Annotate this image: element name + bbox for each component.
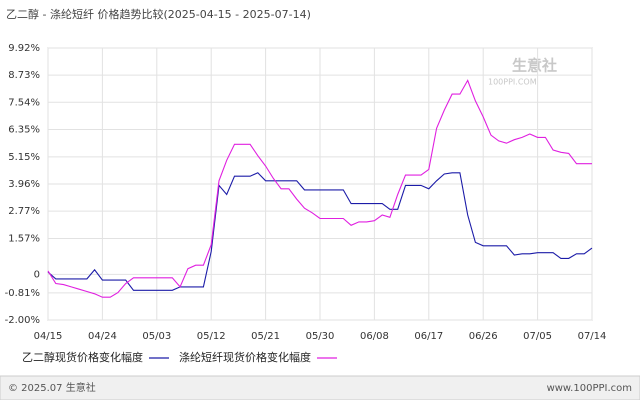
y-tick-label: -2.00% — [5, 315, 40, 326]
x-tick-label: 06/17 — [414, 331, 443, 342]
footer-band — [0, 375, 640, 400]
y-tick-label: 8.73% — [8, 70, 40, 81]
legend-label: 乙二醇现货价格变化幅度 — [22, 350, 143, 364]
y-tick-label: -0.81% — [5, 288, 40, 299]
y-tick-label: 3.96% — [8, 179, 40, 190]
y-tick-label: 2.77% — [8, 206, 40, 217]
y-tick-label: 1.57% — [8, 234, 40, 245]
footer-left: © 2025.07 生意社 — [8, 381, 96, 394]
x-tick-label: 04/24 — [88, 331, 117, 342]
x-tick-label: 07/14 — [578, 331, 607, 342]
chart-title: 乙二醇 - 涤纶短纤 价格趋势比较(2025-04-15 - 2025-07-1… — [6, 7, 311, 21]
x-tick-label: 07/05 — [523, 331, 552, 342]
x-tick-label: 05/21 — [251, 331, 280, 342]
y-tick-label: 6.35% — [8, 124, 40, 135]
x-tick-label: 06/08 — [360, 331, 389, 342]
series-line — [47, 172, 593, 291]
y-tick-label: 5.15% — [8, 152, 40, 163]
y-tick-label: 7.54% — [8, 97, 40, 108]
watermark-site: 100PPI.COM — [488, 78, 537, 87]
y-tick-label: 0 — [34, 269, 40, 280]
series-line — [47, 79, 592, 298]
x-tick-label: 04/15 — [34, 331, 63, 342]
y-tick-label: 9.92% — [8, 43, 40, 54]
watermark-brand: 生意社 — [512, 57, 557, 75]
footer-right: www.100PPI.com — [547, 383, 632, 394]
legend-label: 涤纶短纤现货价格变化幅度 — [179, 350, 311, 364]
x-tick-label: 06/26 — [469, 331, 498, 342]
x-tick-label: 05/12 — [197, 331, 226, 342]
x-tick-label: 05/30 — [306, 331, 335, 342]
x-tick-label: 05/03 — [142, 331, 171, 342]
